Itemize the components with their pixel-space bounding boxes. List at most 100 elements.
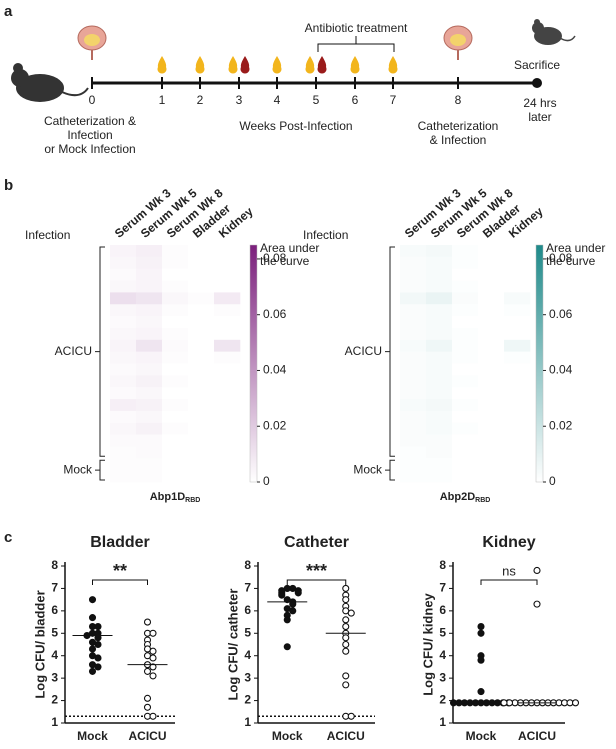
heat-cell (110, 280, 137, 293)
heat-cell (504, 256, 531, 269)
heat-cell (400, 434, 427, 447)
y-tick-label: 1 (244, 715, 251, 729)
colorbar-tick-label: 0.08 (549, 251, 573, 265)
heat-cell (504, 470, 531, 483)
heat-cell (400, 316, 427, 329)
heat-cell (400, 268, 427, 281)
heat-cell (426, 316, 453, 329)
heat-cell (214, 327, 241, 341)
x-tick-label: Mock (272, 729, 303, 743)
timeline-tick-label: 0 (89, 93, 96, 107)
timeline-text: 24 hrs (523, 96, 556, 110)
heat-cell (400, 399, 427, 412)
heat-cell (162, 304, 189, 317)
y-axis-title: Infection (303, 228, 348, 242)
heat-cell (110, 399, 137, 412)
heat-cell (478, 316, 505, 329)
heat-cell (188, 458, 215, 471)
drop-icon (350, 56, 360, 74)
heat-cell (162, 339, 189, 352)
data-point (88, 645, 97, 653)
data-point (342, 640, 350, 649)
heat-cell (400, 304, 427, 317)
heat-cell (110, 351, 137, 364)
heat-cell (504, 458, 531, 471)
y-tick-label: 7 (244, 581, 251, 595)
y-tick-label: 6 (244, 603, 251, 617)
heat-cell (110, 245, 137, 258)
row-bracket (385, 459, 395, 481)
timeline-text: Catheterization & (44, 114, 136, 128)
row-group-label: Mock (63, 462, 93, 476)
heat-cell (426, 470, 453, 483)
heat-cell (162, 458, 189, 471)
chart-title: Kidney (482, 534, 535, 551)
heat-cell (214, 387, 241, 400)
y-tick-label: 3 (439, 670, 446, 684)
heat-cell (478, 422, 505, 435)
heat-cell (426, 446, 453, 459)
data-point (94, 663, 102, 671)
y-tick-label: 8 (439, 558, 446, 572)
colorbar (249, 244, 258, 483)
heat-cell (478, 410, 505, 424)
significance-bracket (92, 579, 148, 585)
heat-cell (504, 422, 531, 435)
y-tick-label: 2 (439, 693, 446, 707)
heat-cell (478, 327, 505, 341)
heat-cell (426, 339, 453, 352)
heat-cell (452, 327, 479, 341)
timeline-tick-label: 2 (197, 93, 204, 107)
heat-cell (452, 268, 479, 281)
heat-cell (136, 434, 163, 447)
x-axis-title-sub: RBD (185, 497, 200, 504)
y-axis-title: Log CFU/ catheter (225, 589, 240, 701)
timeline-tick-label: 5 (313, 93, 320, 107)
heat-cell (426, 458, 453, 471)
heat-cell (162, 399, 189, 412)
y-tick-label: 7 (439, 581, 446, 595)
timeline-text: Infection (67, 128, 112, 142)
data-point (143, 667, 152, 675)
heat-cell (188, 280, 215, 293)
heat-cell (452, 245, 479, 258)
colorbar-tick-label: 0.08 (263, 251, 287, 265)
heat-cell (400, 470, 427, 483)
treatment-bracket (317, 36, 395, 52)
heat-cell (504, 446, 531, 459)
timeline-text: & Infection (430, 133, 487, 147)
row-bracket (95, 246, 105, 457)
colorbar-tick-label: 0 (549, 474, 556, 488)
heat-cell (188, 387, 215, 400)
heat-cell (478, 399, 505, 412)
data-point (289, 600, 297, 608)
heat-cell (426, 268, 453, 281)
data-point (88, 667, 97, 675)
heat-cell (136, 458, 163, 471)
drop-icon (228, 56, 238, 74)
heat-cell (478, 339, 505, 352)
y-tick-label: 5 (244, 625, 251, 639)
heat-cell (162, 280, 189, 293)
heat-cell (452, 339, 479, 352)
data-point (94, 640, 102, 649)
panel-label: c (4, 529, 12, 546)
timeline-tick-label: 6 (352, 93, 359, 107)
significance-bracket (286, 579, 347, 585)
heat-cell (452, 410, 479, 424)
heat-cell (162, 363, 189, 376)
heat-cell (478, 268, 505, 281)
y-tick-label: 7 (51, 581, 58, 595)
heat-cell (214, 292, 241, 305)
heat-cell (400, 422, 427, 435)
significance-label: ** (113, 561, 127, 581)
heat-cell (214, 351, 241, 364)
heat-cell (188, 256, 215, 269)
mouse-icon (11, 63, 89, 102)
heat-cell (136, 422, 163, 435)
heat-cell (162, 434, 189, 447)
data-point (533, 600, 541, 608)
heat-cell (162, 470, 189, 483)
heat-cell (136, 256, 163, 269)
